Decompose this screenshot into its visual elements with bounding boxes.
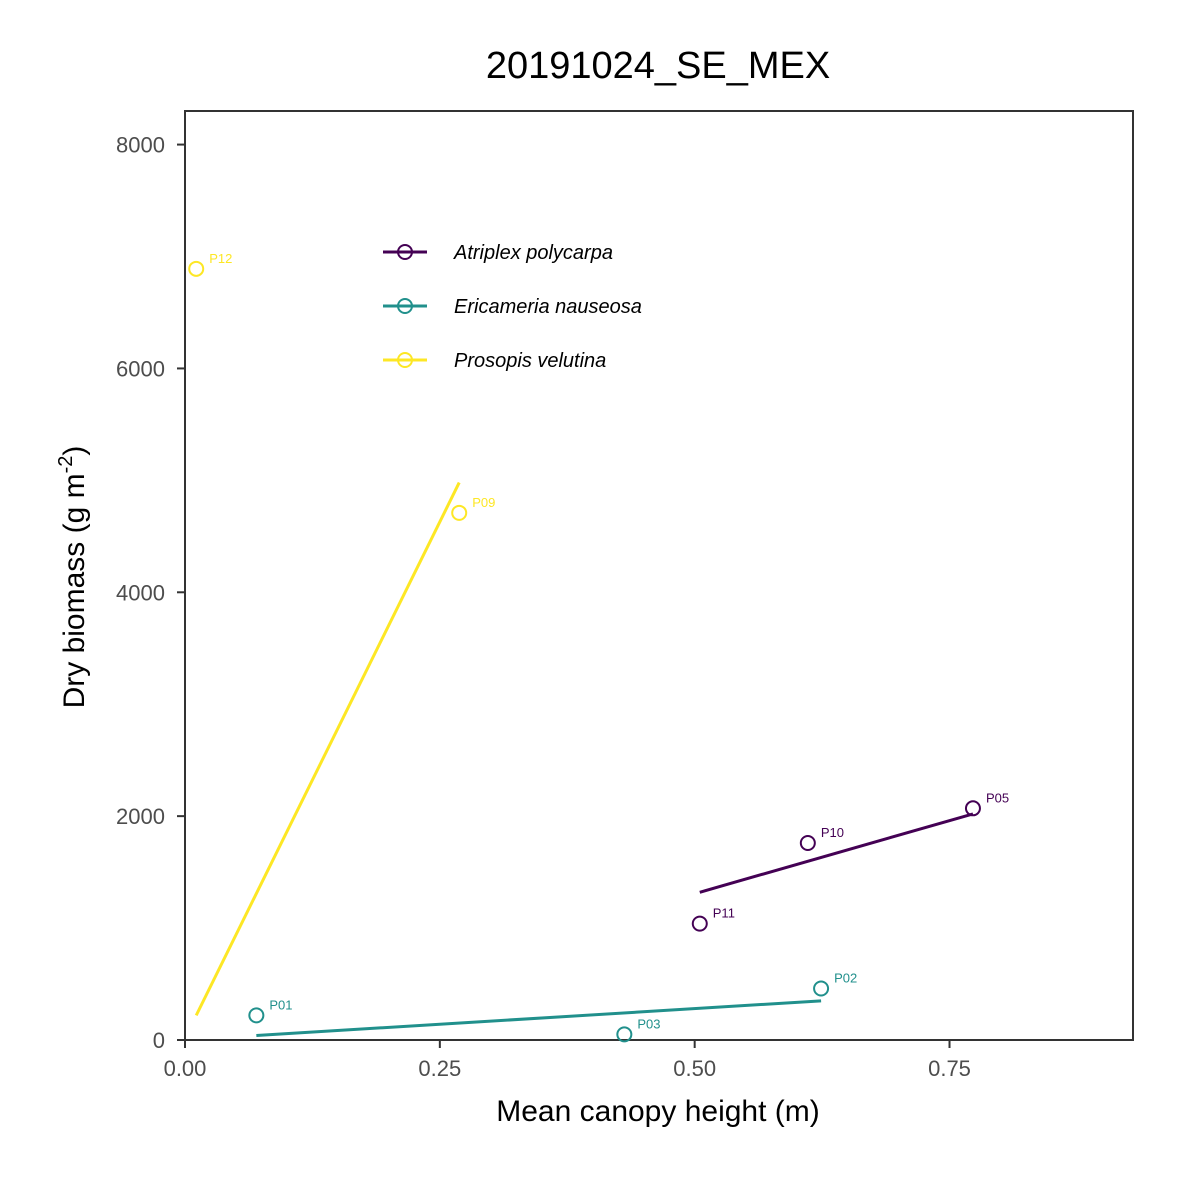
legend: Atriplex polycarpa Ericameria nauseosa Pro… (383, 242, 642, 372)
fit-line (194, 481, 461, 1017)
y-tick-label: 0 (153, 1028, 165, 1053)
y-tick-label: 2000 (116, 804, 165, 829)
y-axis-title-main: Dry biomass (g m (58, 473, 91, 708)
x-axis: 0.00 0.25 0.50 0.75 (164, 1040, 971, 1081)
plot-area (184, 110, 1134, 1041)
fit-line (699, 812, 974, 894)
point-label: P02 (834, 971, 857, 986)
fit-lines (194, 481, 974, 1038)
legend-label: Prosopis velutina (454, 350, 606, 372)
data-point (248, 1007, 265, 1024)
chart-title: 20191024_SE_MEX (486, 45, 830, 87)
fit-line (256, 999, 822, 1038)
y-axis-title-superscript: -2 (55, 456, 77, 474)
y-axis-title-suffix: ) (58, 446, 91, 456)
point-label: P01 (269, 997, 292, 1012)
x-tick-label: 0.75 (928, 1056, 971, 1081)
data-point (691, 915, 708, 932)
x-tick-label: 0.25 (418, 1056, 461, 1081)
data-points (188, 260, 981, 1043)
x-axis-title: Mean canopy height (m) (496, 1095, 820, 1128)
point-label: P10 (821, 825, 844, 840)
data-point (451, 504, 468, 521)
point-label: P05 (986, 790, 1009, 805)
x-tick-label: 0.50 (673, 1056, 716, 1081)
legend-label: Ericameria nauseosa (454, 296, 642, 318)
data-point (813, 980, 830, 997)
point-label: P03 (637, 1016, 660, 1031)
y-tick-label: 8000 (116, 133, 165, 158)
legend-key-marker (397, 352, 413, 368)
point-label: P09 (472, 495, 495, 510)
legend-key-marker (397, 298, 413, 314)
legend-item: Ericameria nauseosa (383, 296, 642, 318)
data-point (188, 260, 205, 277)
x-tick-label: 0.00 (164, 1056, 207, 1081)
data-point (799, 835, 816, 852)
data-point (964, 800, 981, 817)
y-axis: 0 2000 4000 6000 8000 (116, 133, 185, 1053)
legend-item: Atriplex polycarpa (383, 242, 613, 264)
y-axis-title: Dry biomass (g m-2) (55, 446, 91, 709)
legend-item: Prosopis velutina (383, 350, 606, 372)
data-point (616, 1026, 633, 1043)
point-label: P12 (209, 251, 232, 266)
y-tick-label: 6000 (116, 356, 165, 381)
legend-label: Atriplex polycarpa (453, 242, 613, 264)
point-labels: P05 P10 P11 P01 P02 P03 P12 P09 (209, 251, 1009, 1032)
y-tick-label: 4000 (116, 580, 165, 605)
point-label: P11 (713, 906, 735, 921)
legend-key-marker (397, 244, 413, 260)
plot-panel-border (184, 110, 1134, 1041)
